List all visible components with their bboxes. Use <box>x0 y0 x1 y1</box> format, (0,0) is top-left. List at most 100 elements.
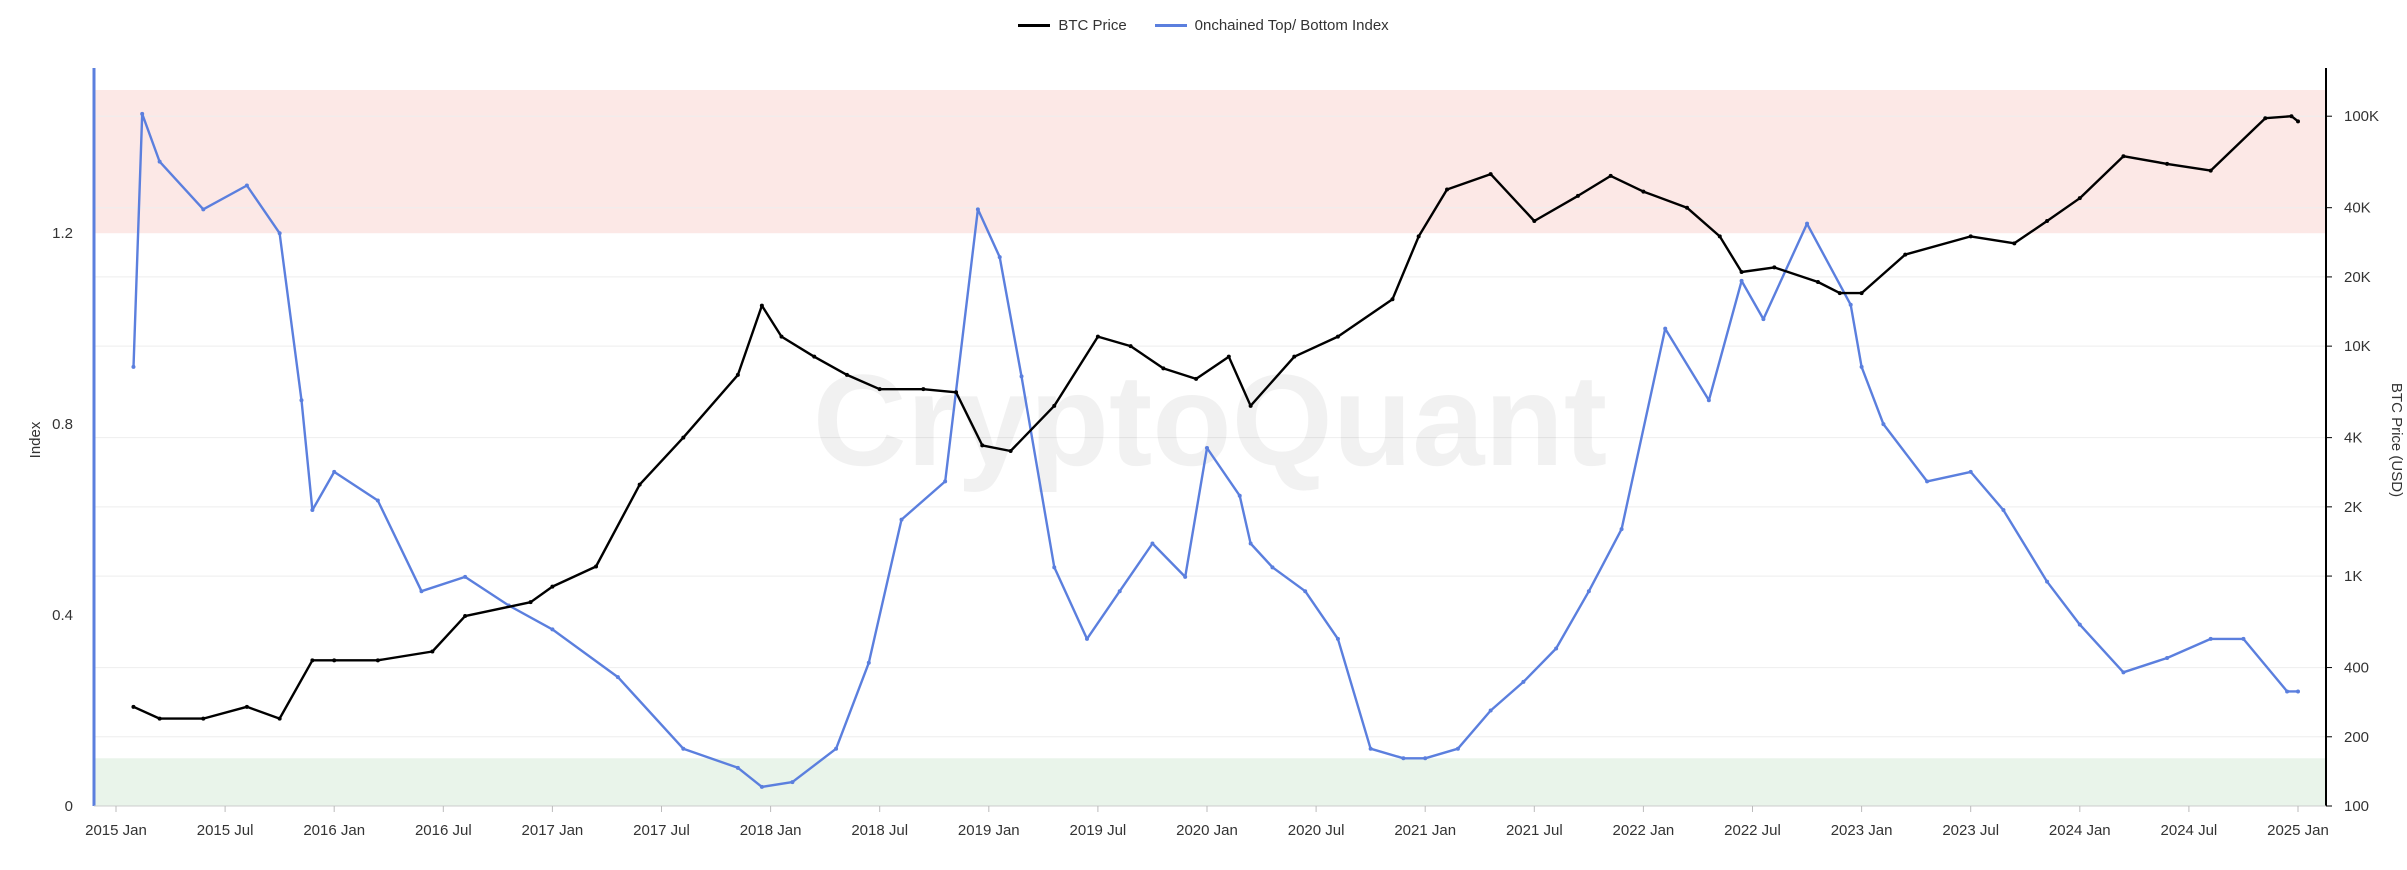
index-point-33[interactable] <box>1248 541 1253 546</box>
index-point-61[interactable] <box>2208 636 2213 641</box>
index-point-29[interactable] <box>1150 541 1155 546</box>
btc-point-4[interactable] <box>277 716 282 721</box>
btc-point-22[interactable] <box>954 390 959 395</box>
btc-point-51[interactable] <box>2012 241 2017 246</box>
legend-item-index[interactable]: 0nchained Top/ Bottom Index <box>1154 17 1389 34</box>
index-point-44[interactable] <box>1586 589 1591 594</box>
index-point-46[interactable] <box>1663 326 1668 331</box>
index-point-22[interactable] <box>943 479 948 484</box>
index-point-43[interactable] <box>1554 646 1559 651</box>
index-point-63[interactable] <box>2285 689 2290 694</box>
btc-point-2[interactable] <box>201 716 206 721</box>
index-point-52[interactable] <box>1859 364 1864 369</box>
btc-point-40[interactable] <box>1608 173 1613 178</box>
index-point-2[interactable] <box>157 159 162 164</box>
btc-point-38[interactable] <box>1532 219 1537 224</box>
btc-point-7[interactable] <box>375 658 380 663</box>
btc-point-42[interactable] <box>1685 205 1690 210</box>
btc-point-56[interactable] <box>2208 168 2213 173</box>
index-point-56[interactable] <box>2001 508 2006 513</box>
btc-point-30[interactable] <box>1226 354 1231 359</box>
index-point-11[interactable] <box>463 574 468 579</box>
index-point-9[interactable] <box>375 498 380 503</box>
index-point-3[interactable] <box>201 207 206 212</box>
index-point-5[interactable] <box>277 231 282 236</box>
btc-point-43[interactable] <box>1717 234 1722 239</box>
btc-point-59[interactable] <box>2296 119 2300 124</box>
index-point-58[interactable] <box>2077 622 2082 627</box>
btc-point-1[interactable] <box>157 716 162 721</box>
index-point-15[interactable] <box>681 746 686 751</box>
index-point-25[interactable] <box>1019 374 1024 379</box>
btc-point-15[interactable] <box>735 372 740 377</box>
btc-point-14[interactable] <box>681 435 686 440</box>
btc-point-46[interactable] <box>1815 280 1820 285</box>
btc-point-50[interactable] <box>1968 234 1973 239</box>
index-point-55[interactable] <box>1968 469 1973 474</box>
btc-point-36[interactable] <box>1445 187 1450 192</box>
index-point-27[interactable] <box>1084 636 1089 641</box>
btc-point-11[interactable] <box>550 584 555 589</box>
btc-point-28[interactable] <box>1161 366 1166 371</box>
btc-point-8[interactable] <box>430 649 435 654</box>
index-point-36[interactable] <box>1335 636 1340 641</box>
btc-point-3[interactable] <box>244 704 249 709</box>
btc-point-13[interactable] <box>637 482 642 487</box>
index-point-17[interactable] <box>759 784 764 789</box>
btc-point-57[interactable] <box>2263 116 2268 121</box>
index-point-6[interactable] <box>299 398 304 403</box>
index-point-54[interactable] <box>1925 479 1930 484</box>
btc-point-45[interactable] <box>1772 265 1777 270</box>
index-point-49[interactable] <box>1761 317 1766 322</box>
index-point-48[interactable] <box>1739 278 1744 283</box>
btc-point-17[interactable] <box>779 334 784 339</box>
btc-point-21[interactable] <box>921 387 926 392</box>
index-point-21[interactable] <box>899 517 904 522</box>
index-point-14[interactable] <box>615 675 620 680</box>
index-point-18[interactable] <box>790 780 795 785</box>
index-point-31[interactable] <box>1205 446 1209 450</box>
index-point-19[interactable] <box>834 746 839 751</box>
btc-point-25[interactable] <box>1052 403 1057 408</box>
index-point-41[interactable] <box>1488 708 1493 713</box>
btc-point-20[interactable] <box>877 387 882 392</box>
btc-point-52[interactable] <box>2045 219 2050 224</box>
index-point-0[interactable] <box>131 364 136 369</box>
index-point-60[interactable] <box>2165 656 2170 661</box>
btc-point-19[interactable] <box>844 372 849 377</box>
btc-point-54[interactable] <box>2121 154 2126 159</box>
btc-point-58[interactable] <box>2289 114 2294 119</box>
btc-point-0[interactable] <box>131 704 136 709</box>
btc-point-10[interactable] <box>528 600 533 605</box>
btc-point-16[interactable] <box>759 303 764 308</box>
index-point-16[interactable] <box>735 765 740 770</box>
btc-point-41[interactable] <box>1641 189 1646 194</box>
index-point-34[interactable] <box>1270 565 1275 570</box>
btc-point-5[interactable] <box>310 658 315 663</box>
index-point-51[interactable] <box>1848 302 1853 307</box>
index-point-24[interactable] <box>997 255 1002 260</box>
index-point-59[interactable] <box>2121 670 2126 675</box>
index-point-23[interactable] <box>975 207 980 212</box>
btc-point-55[interactable] <box>2165 161 2170 166</box>
btc-point-32[interactable] <box>1292 354 1297 359</box>
index-point-28[interactable] <box>1117 589 1122 594</box>
index-point-50[interactable] <box>1805 221 1810 226</box>
btc-point-18[interactable] <box>812 354 817 359</box>
btc-point-47[interactable] <box>1837 291 1842 296</box>
btc-point-27[interactable] <box>1128 344 1133 349</box>
index-point-8[interactable] <box>332 469 337 474</box>
btc-point-39[interactable] <box>1575 193 1580 198</box>
btc-point-37[interactable] <box>1488 172 1493 177</box>
index-point-32[interactable] <box>1237 493 1242 498</box>
btc-point-9[interactable] <box>463 614 468 619</box>
btc-point-31[interactable] <box>1248 403 1253 408</box>
index-point-30[interactable] <box>1183 574 1188 579</box>
index-point-62[interactable] <box>2241 636 2246 641</box>
btc-point-26[interactable] <box>1095 334 1100 339</box>
btc-point-23[interactable] <box>980 443 985 448</box>
index-point-40[interactable] <box>1455 746 1460 751</box>
btc-point-29[interactable] <box>1194 376 1199 381</box>
btc-point-6[interactable] <box>332 658 337 663</box>
index-point-37[interactable] <box>1368 746 1373 751</box>
